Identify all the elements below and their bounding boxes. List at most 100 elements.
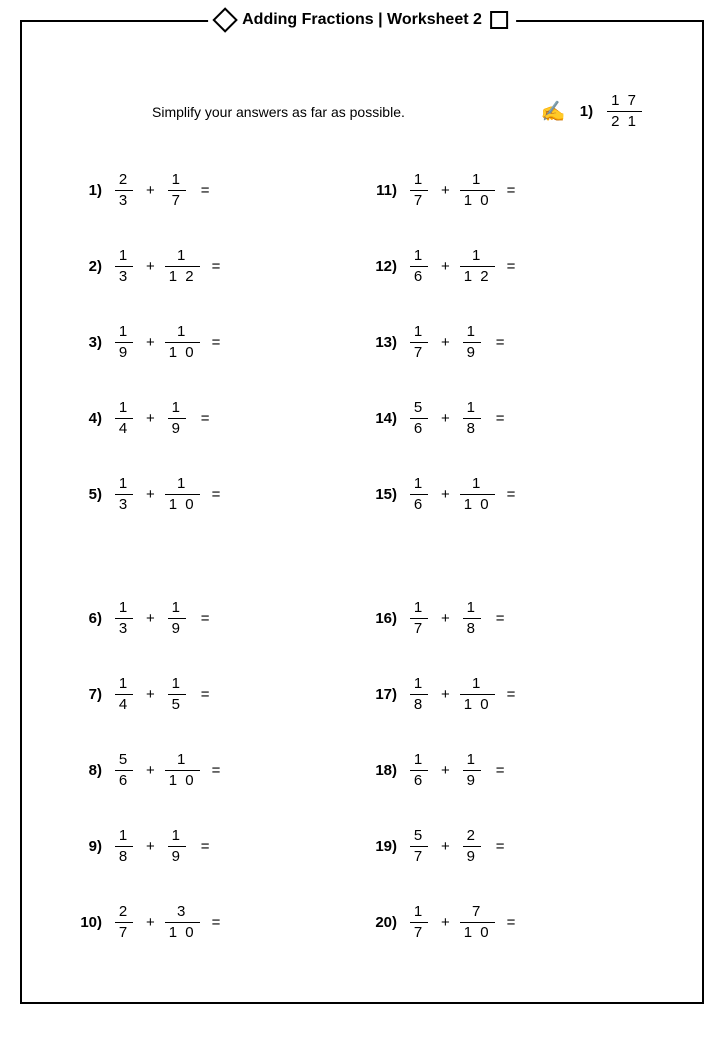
fraction-b: 71 0 [460, 903, 495, 942]
problem-row: 19)57+29= [367, 808, 662, 884]
problem-number: 5) [72, 486, 112, 503]
fraction-a: 56 [112, 751, 136, 790]
denominator: 7 [410, 618, 428, 638]
fraction-a: 17 [407, 323, 431, 362]
problem-number: 9) [72, 838, 112, 855]
equals-sign: = [189, 182, 210, 199]
numerator: 1 [115, 475, 133, 494]
fraction-b: 11 2 [460, 247, 495, 286]
left-column: 1)23+17=2)13+11 2=3)19+11 0=4)14+19=5)13… [72, 152, 367, 982]
plus-operator: + [136, 610, 165, 627]
denominator: 1 0 [165, 342, 200, 362]
denominator: 3 [115, 266, 133, 286]
fraction-a: 56 [407, 399, 431, 438]
fraction-a: 17 [407, 599, 431, 638]
numerator: 1 [463, 323, 481, 342]
numerator: 1 [410, 171, 428, 190]
numerator: 1 [168, 827, 186, 846]
fraction-a: 16 [407, 751, 431, 790]
fraction-b: 29 [460, 827, 484, 866]
equals-sign: = [189, 610, 210, 627]
section-gap [367, 532, 662, 580]
pencil-icon: ✍ [541, 99, 566, 124]
worksheet-page: Adding Fractions | Worksheet 2 Simplify … [20, 20, 704, 1004]
equals-sign: = [189, 686, 210, 703]
numerator: 5 [410, 399, 428, 418]
problem-row: 6)13+19= [72, 580, 367, 656]
intro-row: Simplify your answers as far as possible… [152, 92, 642, 131]
numerator: 1 [468, 675, 486, 694]
numerator: 1 [468, 171, 486, 190]
plus-operator: + [136, 258, 165, 275]
problem-columns: 1)23+17=2)13+11 2=3)19+11 0=4)14+19=5)13… [72, 152, 662, 982]
fraction-b: 15 [165, 675, 189, 714]
numerator: 1 [168, 599, 186, 618]
plus-operator: + [136, 686, 165, 703]
plus-operator: + [136, 838, 165, 855]
numerator: 1 [115, 599, 133, 618]
fraction-b: 19 [165, 827, 189, 866]
problem-row: 10)27+31 0= [72, 884, 367, 960]
denominator: 9 [168, 418, 186, 438]
example-block: ✍ 1) 1 7 2 1 [541, 92, 642, 131]
equals-sign: = [200, 486, 221, 503]
page-title: Adding Fractions | Worksheet 2 [242, 11, 482, 29]
plus-operator: + [136, 486, 165, 503]
equals-sign: = [484, 838, 505, 855]
equals-sign: = [484, 410, 505, 427]
plus-operator: + [431, 914, 460, 931]
equals-sign: = [484, 610, 505, 627]
numerator: 1 [468, 475, 486, 494]
numerator: 1 [410, 675, 428, 694]
equals-sign: = [495, 486, 516, 503]
numerator: 1 [168, 675, 186, 694]
numerator: 1 [410, 247, 428, 266]
denominator: 3 [115, 618, 133, 638]
denominator: 8 [463, 418, 481, 438]
denominator: 6 [410, 494, 428, 514]
denominator: 1 0 [165, 494, 200, 514]
equals-sign: = [189, 838, 210, 855]
problem-number: 12) [367, 258, 407, 275]
denominator: 8 [463, 618, 481, 638]
fraction-a: 14 [112, 399, 136, 438]
instruction-text: Simplify your answers as far as possible… [152, 104, 405, 120]
fraction-b: 11 2 [165, 247, 200, 286]
equals-sign: = [484, 762, 505, 779]
problem-row: 13)17+19= [367, 304, 662, 380]
numerator: 2 [115, 171, 133, 190]
equals-sign: = [495, 914, 516, 931]
denominator: 3 [115, 190, 133, 210]
problem-row: 17)18+11 0= [367, 656, 662, 732]
numerator: 1 [168, 171, 186, 190]
denominator: 6 [410, 266, 428, 286]
numerator: 1 [115, 323, 133, 342]
equals-sign: = [200, 762, 221, 779]
denominator: 6 [410, 418, 428, 438]
numerator: 1 [410, 323, 428, 342]
plus-operator: + [431, 838, 460, 855]
denominator: 9 [463, 770, 481, 790]
numerator: 1 [173, 247, 191, 266]
plus-operator: + [431, 762, 460, 779]
problem-number: 1) [72, 182, 112, 199]
equals-sign: = [495, 686, 516, 703]
denominator: 1 0 [460, 694, 495, 714]
fraction-a: 13 [112, 247, 136, 286]
denominator: 4 [115, 418, 133, 438]
plus-operator: + [136, 410, 165, 427]
problem-number: 3) [72, 334, 112, 351]
problem-number: 6) [72, 610, 112, 627]
plus-operator: + [136, 762, 165, 779]
problem-number: 15) [367, 486, 407, 503]
numerator: 1 [115, 675, 133, 694]
plus-operator: + [431, 686, 460, 703]
numerator: 5 [115, 751, 133, 770]
fraction-b: 11 0 [460, 475, 495, 514]
fraction-a: 16 [407, 247, 431, 286]
plus-operator: + [136, 334, 165, 351]
plus-operator: + [431, 610, 460, 627]
problem-number: 4) [72, 410, 112, 427]
problem-row: 3)19+11 0= [72, 304, 367, 380]
problem-row: 8)56+11 0= [72, 732, 367, 808]
